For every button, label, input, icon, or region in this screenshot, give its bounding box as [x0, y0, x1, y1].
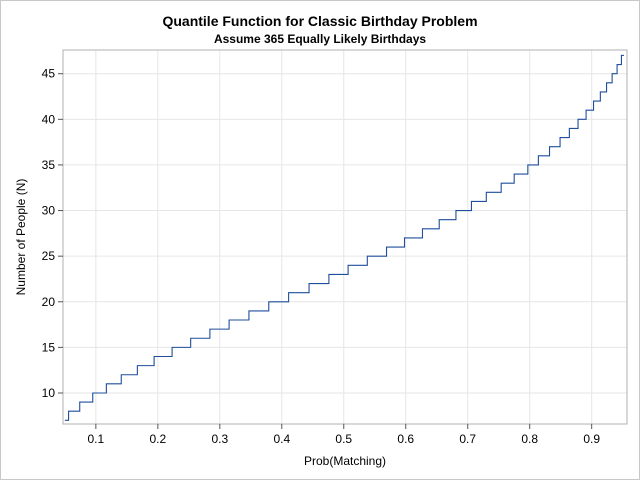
chart-title: Quantile Function for Classic Birthday P… [162, 13, 477, 29]
y-tick-label: 35 [42, 158, 56, 172]
y-tick-label: 15 [42, 340, 56, 354]
x-tick-label: 0.6 [397, 432, 414, 446]
y-axis-label: Number of People (N) [14, 179, 28, 296]
x-tick-label: 0.5 [335, 432, 352, 446]
chart-subtitle: Assume 365 Equally Likely Birthdays [214, 32, 426, 46]
x-tick-label: 0.3 [211, 432, 228, 446]
y-tick-label: 10 [42, 386, 56, 400]
x-axis-label: Prob(Matching) [304, 454, 386, 468]
y-tick-label: 40 [42, 112, 56, 126]
x-axis-ticks: 0.1 0.2 0.3 0.4 0.5 0.6 0.7 0.8 0.9 [88, 424, 600, 446]
plot-area [62, 49, 628, 425]
x-tick-label: 0.9 [583, 432, 600, 446]
quantile-step-line [64, 54, 624, 421]
y-tick-label: 20 [42, 295, 56, 309]
x-tick-label: 0.1 [88, 432, 105, 446]
y-tick-label: 25 [42, 249, 56, 263]
grid-lines [63, 50, 627, 424]
x-tick-label: 0.7 [459, 432, 476, 446]
x-tick-label: 0.2 [149, 432, 166, 446]
y-axis-ticks: 10 15 20 25 30 35 40 45 [42, 67, 63, 400]
y-tick-label: 30 [42, 204, 56, 218]
x-tick-label: 0.8 [521, 432, 538, 446]
x-tick-label: 0.4 [273, 432, 290, 446]
y-tick-label: 45 [42, 67, 56, 81]
